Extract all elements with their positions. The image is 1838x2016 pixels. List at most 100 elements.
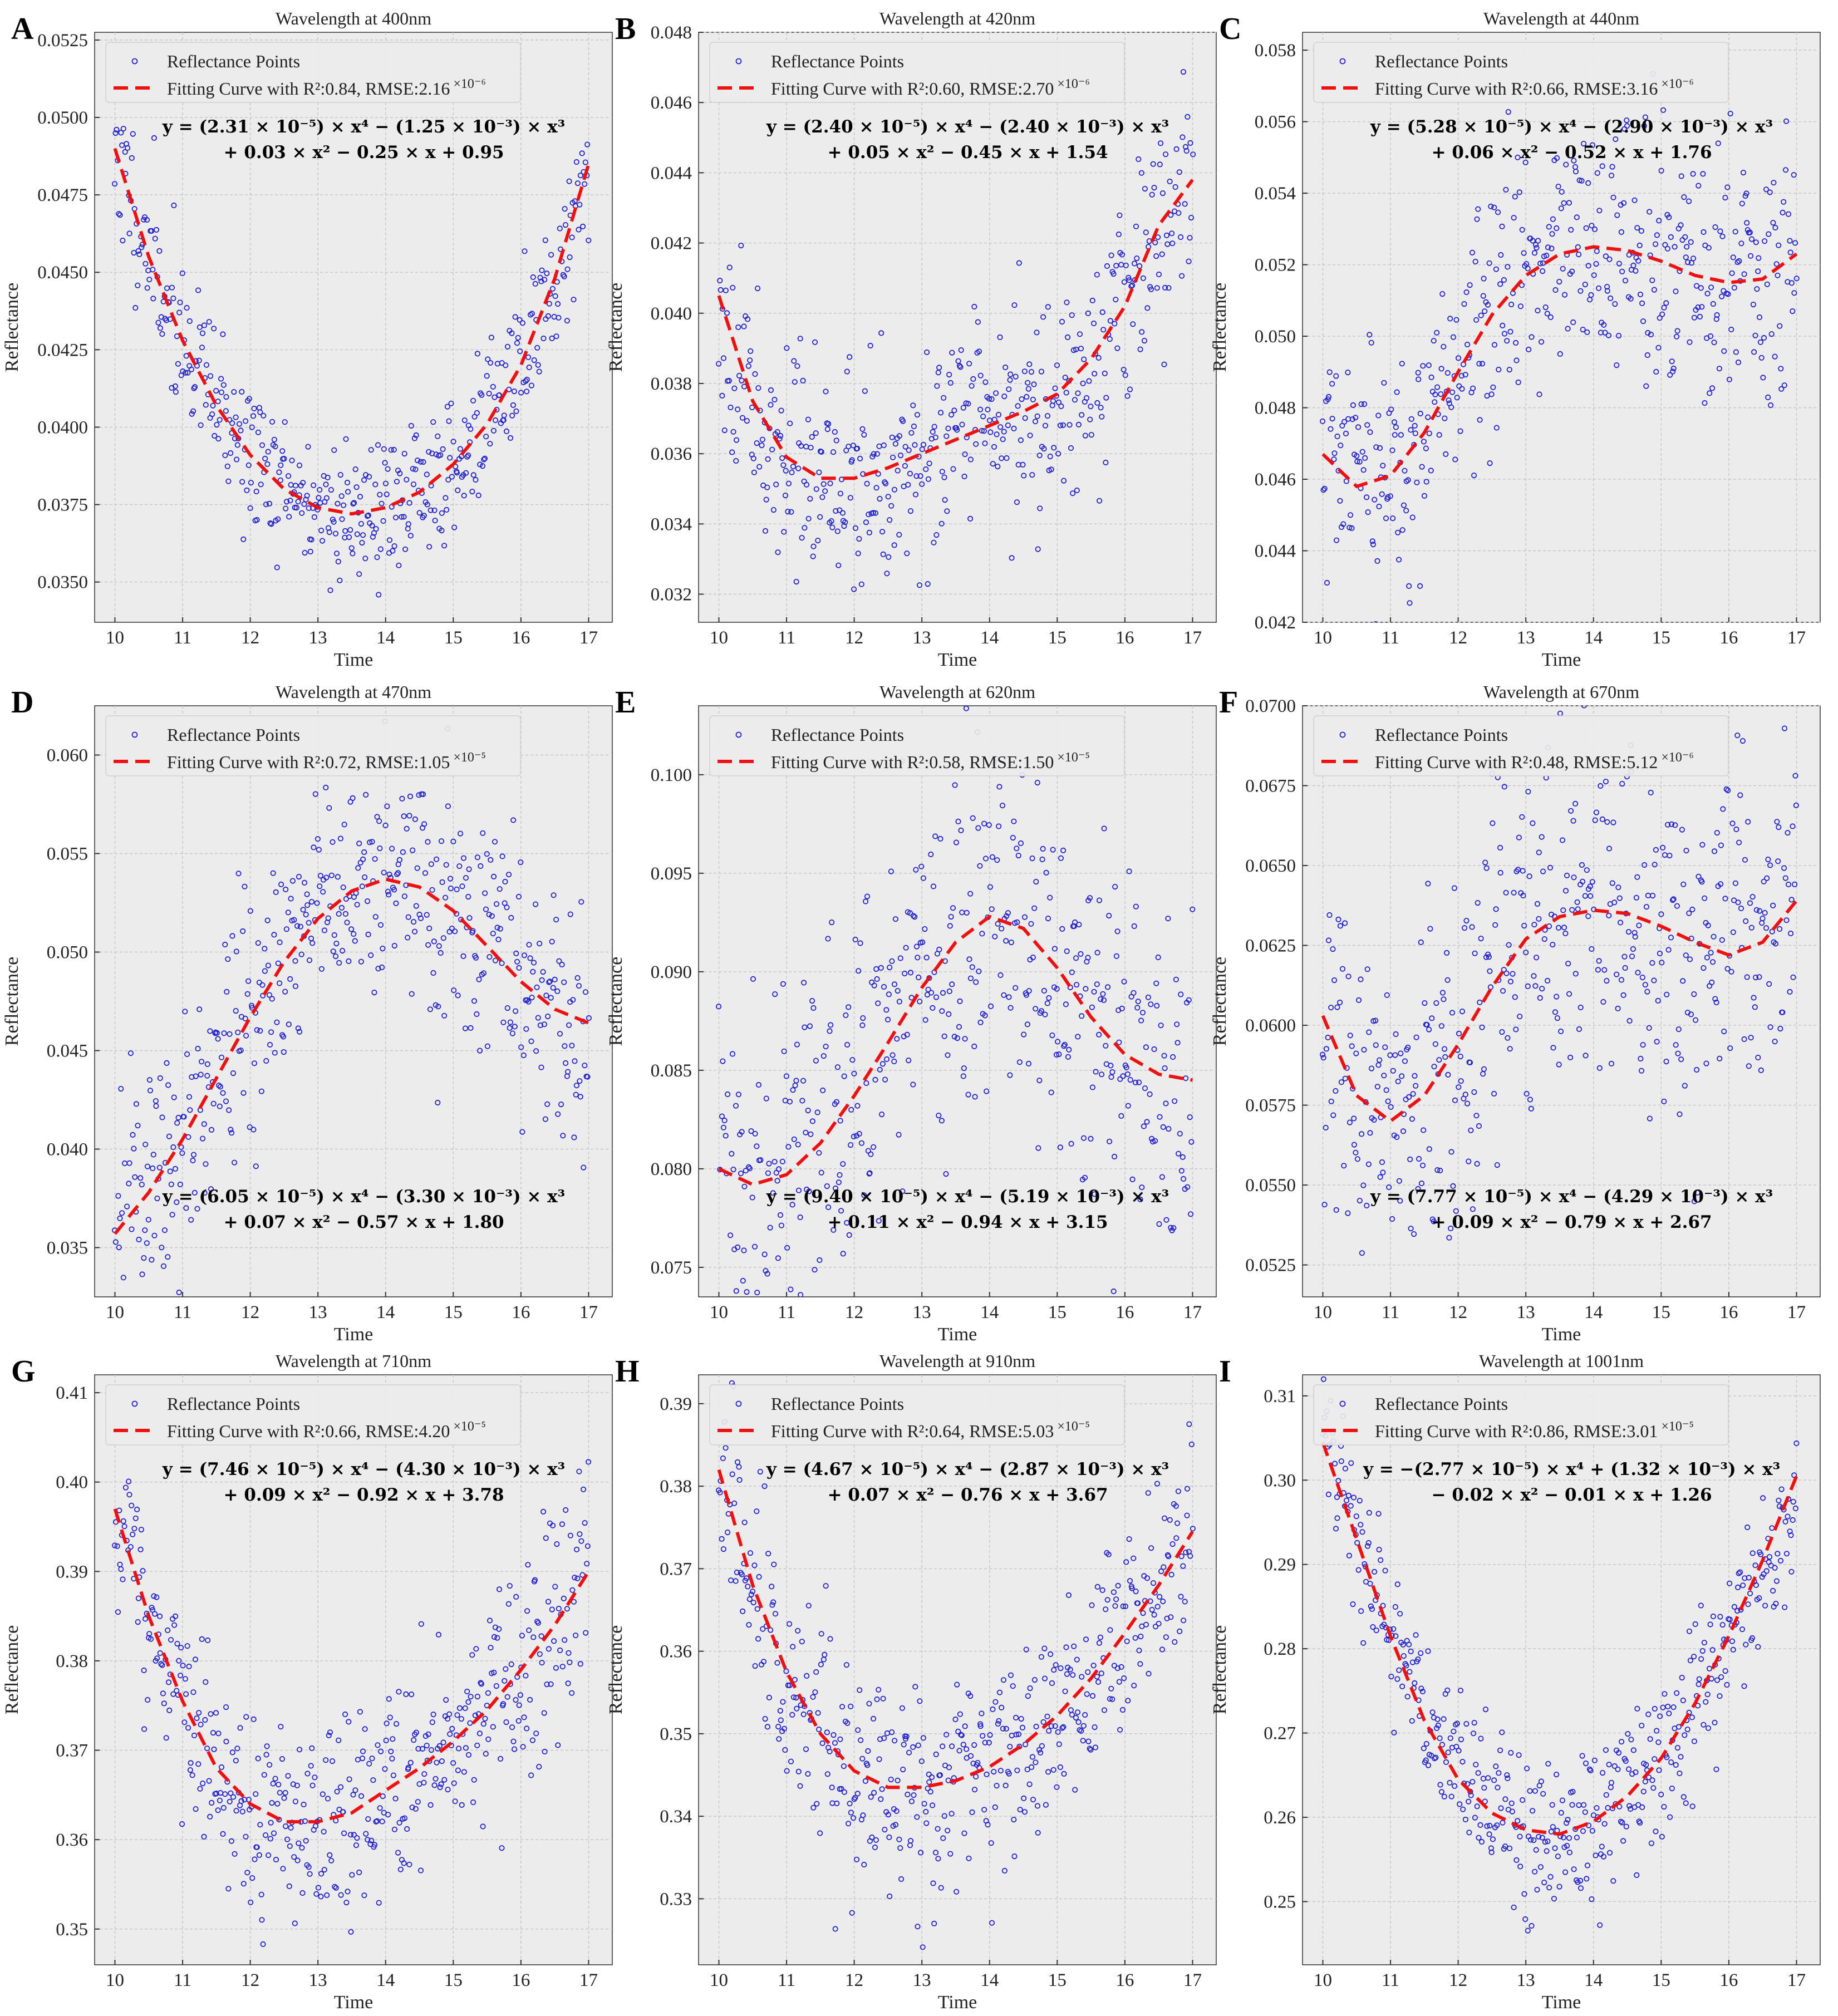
reflectance-point — [1002, 364, 1009, 371]
reflectance-point — [228, 1790, 234, 1796]
reflectance-point — [1341, 1163, 1347, 1169]
reflectance-point — [1577, 1877, 1584, 1884]
reflectance-point — [1766, 1554, 1773, 1560]
reflectance-point — [907, 970, 914, 976]
reflectance-point — [314, 836, 321, 842]
reflectance-point — [1124, 393, 1131, 399]
x-tick-label: 15 — [444, 628, 463, 648]
reflectance-point — [1063, 1001, 1069, 1007]
reflectance-point — [1135, 999, 1141, 1005]
reflectance-point — [1488, 203, 1494, 209]
reflectance-point — [1365, 1540, 1372, 1546]
reflectance-point — [1554, 155, 1560, 161]
reflectance-point — [1633, 1769, 1639, 1776]
reflectance-point — [778, 1222, 785, 1228]
panel-title: Wavelength at 1001nm — [1479, 1351, 1644, 1371]
reflectance-point — [213, 1791, 219, 1797]
reflectance-point — [1516, 834, 1522, 840]
reflectance-point — [1090, 1663, 1097, 1669]
reflectance-point — [1731, 284, 1737, 291]
reflectance-point — [223, 1704, 229, 1710]
reflectance-point — [842, 519, 848, 525]
reflectance-point — [306, 920, 312, 926]
reflectance-point — [1341, 419, 1348, 425]
reflectance-point — [1478, 312, 1484, 318]
legend-points-label: Reflectance Points — [167, 725, 300, 745]
reflectance-point — [1136, 156, 1142, 163]
reflectance-point — [1045, 916, 1051, 922]
reflectance-point — [159, 1114, 165, 1120]
reflectance-point — [1665, 947, 1672, 953]
reflectance-point — [1070, 347, 1077, 353]
reflectance-point — [1365, 1161, 1372, 1167]
reflectance-point — [172, 383, 178, 390]
reflectance-point — [202, 1717, 208, 1723]
reflectance-point — [406, 500, 412, 506]
reflectance-point — [352, 1787, 358, 1793]
reflectance-point — [318, 527, 325, 534]
legend-fit-exponent: ×10⁻⁵ — [453, 750, 486, 765]
reflectance-point — [1668, 1759, 1674, 1766]
reflectance-point — [850, 442, 857, 449]
reflectance-point — [1054, 362, 1060, 368]
reflectance-point — [1165, 916, 1171, 922]
reflectance-point — [1534, 245, 1540, 251]
reflectance-point — [1028, 368, 1035, 375]
reflectance-point — [889, 1052, 896, 1058]
reflectance-point — [1483, 954, 1490, 960]
reflectance-point — [885, 494, 891, 500]
reflectance-point — [1711, 933, 1717, 940]
y-tick-label: 0.0600 — [1245, 1016, 1296, 1036]
reflectance-point — [1047, 894, 1053, 901]
reflectance-point — [1060, 847, 1067, 854]
reflectance-point — [1089, 1084, 1096, 1090]
reflectance-point — [163, 317, 169, 323]
reflectance-point — [892, 441, 899, 447]
reflectance-point — [1008, 940, 1015, 946]
reflectance-point — [772, 1611, 779, 1617]
reflectance-point — [1368, 1065, 1375, 1071]
reflectance-point — [917, 473, 923, 479]
reflectance-point — [239, 389, 245, 395]
reflectance-point — [1490, 384, 1496, 390]
reflectance-point — [1745, 819, 1751, 825]
reflectance-point — [1696, 183, 1702, 189]
reflectance-point — [969, 383, 975, 389]
reflectance-point — [131, 1526, 137, 1532]
reflectance-point — [353, 484, 360, 490]
reflectance-point — [467, 1720, 473, 1726]
reflectance-point — [1416, 1155, 1422, 1162]
reflectance-point — [724, 310, 730, 316]
reflectance-point — [1694, 1066, 1700, 1073]
reflectance-point — [1108, 252, 1114, 258]
reflectance-point — [851, 586, 857, 592]
y-axis-label: Reflectance — [2, 1625, 22, 1714]
y-tick-label: 0.0675 — [1245, 776, 1296, 796]
reflectance-point — [750, 1600, 756, 1606]
reflectance-point — [304, 891, 310, 897]
reflectance-point — [1588, 292, 1594, 298]
reflectance-point — [273, 1856, 279, 1863]
reflectance-point — [780, 1699, 786, 1705]
reflectance-point — [805, 1771, 811, 1777]
reflectance-point — [1758, 1067, 1764, 1074]
reflectance-point — [1616, 1750, 1622, 1756]
reflectance-point — [1036, 1078, 1043, 1084]
reflectance-point — [478, 1681, 485, 1687]
reflectance-point — [1525, 1928, 1531, 1934]
reflectance-point — [1720, 806, 1726, 812]
plot-area — [94, 705, 613, 1297]
reflectance-point — [1001, 393, 1008, 400]
reflectance-point — [947, 380, 954, 386]
reflectance-point — [480, 970, 487, 976]
reflectance-point — [1695, 304, 1701, 311]
reflectance-point — [1467, 1059, 1473, 1066]
reflectance-point — [1526, 346, 1532, 353]
x-tick-label: 10 — [710, 1970, 728, 1990]
reflectance-point — [1642, 114, 1648, 120]
reflectance-point — [403, 1691, 409, 1697]
reflectance-point — [736, 372, 743, 379]
reflectance-point — [1724, 966, 1731, 972]
reflectance-point — [445, 803, 451, 809]
reflectance-point — [790, 1644, 796, 1650]
